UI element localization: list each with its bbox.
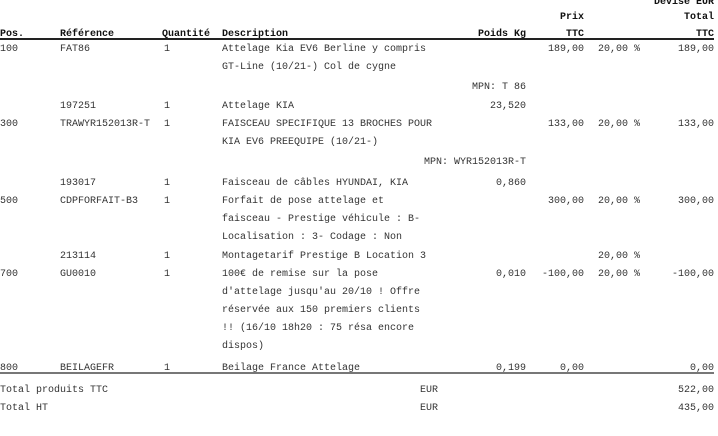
price-cell: 189,00 (547, 44, 584, 55)
pos-cell: 100 (0, 44, 19, 55)
vat-cell: 20,00 % (597, 251, 640, 262)
description-line: Montagetarif Prestige B Location 3 (222, 251, 427, 262)
pos-cell: 700 (0, 269, 19, 280)
description-line: faisceau - Prestige véhicule : B- (222, 214, 421, 225)
description-line: Attelage KIA (222, 101, 295, 112)
vat-cell: 20,00 % (597, 196, 640, 207)
quantity-cell: 1 (164, 119, 171, 130)
header-quantity: Quantité (162, 29, 211, 40)
description-line: 100€ de remise sur la pose (222, 269, 379, 280)
currency-label: Devise EUR (653, 0, 714, 8)
reference-cell: CDPFORFAIT-B3 (60, 196, 139, 207)
total-cell: 189,00 (677, 44, 714, 55)
description-line: !! (16/10 18h20 : 75 résa encore (222, 323, 415, 334)
pos-cell: 800 (0, 363, 19, 374)
total-currency: EUR (420, 403, 439, 414)
total-label: Total produits TTC (0, 385, 109, 396)
quantity-cell: 1 (164, 44, 171, 55)
header-reference: Référence (60, 29, 115, 40)
description-line: réservée aux 150 premiers clients (222, 305, 421, 316)
header-price-bottom: TTC (565, 29, 584, 40)
price-cell: 0,00 (559, 363, 584, 374)
price-cell: 133,00 (547, 119, 584, 130)
total-value: 522,00 (677, 385, 714, 396)
price-cell: -100,00 (541, 269, 584, 280)
total-cell: -100,00 (671, 269, 714, 280)
header-total-bottom: TTC (695, 29, 714, 40)
description-line: Forfait de pose attelage et (222, 196, 385, 207)
description-line: Attelage Kia EV6 Berline y compris (222, 44, 427, 55)
quantity-cell: 1 (164, 178, 171, 189)
reference-cell: 213114 (60, 251, 97, 262)
description-line: dispos) (222, 341, 265, 352)
reference-cell: TRAWYR152013R-T (60, 119, 151, 130)
total-cell: 133,00 (677, 119, 714, 130)
description-line: Faisceau de câbles HYUNDAI, KIA (222, 178, 409, 189)
description-line: Localisation : 3- Codage : Non (222, 232, 403, 243)
total-value: 435,00 (677, 403, 714, 414)
total-cell: 300,00 (677, 196, 714, 207)
weight-cell: 0,010 (495, 269, 526, 280)
vat-cell: 20,00 % (597, 44, 640, 55)
total-label: Total HT (0, 403, 49, 414)
price-cell: 300,00 (547, 196, 584, 207)
quantity-cell: 1 (164, 269, 171, 280)
vat-cell: 20,00 % (597, 119, 640, 130)
header-pos: Pos. (0, 29, 25, 40)
quantity-cell: 1 (164, 101, 171, 112)
reference-cell: GU0010 (60, 269, 97, 280)
description-line: KIA EV6 PREEQUIPE (10/21-) (222, 137, 379, 148)
reference-cell: 197251 (60, 101, 97, 112)
header-divider (0, 38, 714, 40)
quantity-cell: 1 (164, 196, 171, 207)
weight-cell: 23,520 (489, 101, 526, 112)
weight-cell: 0,860 (495, 178, 526, 189)
vat-cell: 20,00 % (597, 269, 640, 280)
header-price-top: Prix (559, 12, 584, 23)
reference-cell: FAT86 (60, 44, 91, 55)
header-description: Description (222, 29, 289, 40)
weight-cell: 0,199 (495, 363, 526, 374)
quantity-cell: 1 (164, 251, 171, 262)
total-cell: 0,00 (689, 363, 714, 374)
pos-cell: 300 (0, 119, 19, 130)
mpn-label: MPN: T 86 (471, 82, 526, 93)
quantity-cell: 1 (164, 363, 171, 374)
header-weight: Poids Kg (477, 29, 526, 40)
description-line: Beilage France Attelage (222, 363, 361, 374)
reference-cell: 193017 (60, 178, 97, 189)
total-currency: EUR (420, 385, 439, 396)
pos-cell: 500 (0, 196, 19, 207)
description-line: FAISCEAU SPECIFIQUE 13 BROCHES POUR (222, 119, 433, 130)
mpn-label: MPN: WYR152013R-T (423, 157, 526, 168)
totals-divider (0, 372, 714, 374)
reference-cell: BEILAGEFR (60, 363, 115, 374)
description-line: GT-Line (10/21-) Col de cygne (222, 62, 397, 73)
header-total-top: Total (683, 12, 714, 23)
description-line: d'attelage jusqu'au 20/10 ! Offre (222, 287, 421, 298)
